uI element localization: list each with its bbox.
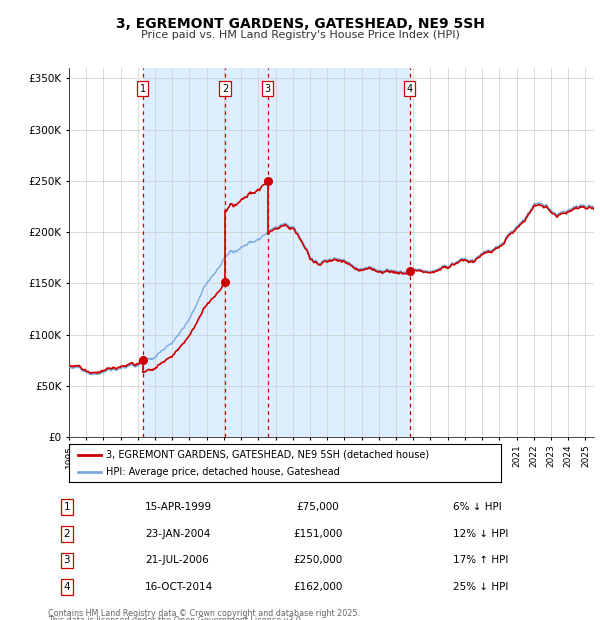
Text: £250,000: £250,000 [293, 556, 343, 565]
Text: 4: 4 [407, 84, 413, 94]
Text: 3: 3 [64, 556, 70, 565]
Text: 2: 2 [222, 84, 228, 94]
Text: Contains HM Land Registry data © Crown copyright and database right 2025.: Contains HM Land Registry data © Crown c… [48, 609, 360, 618]
Text: 12% ↓ HPI: 12% ↓ HPI [453, 529, 508, 539]
Text: 21-JUL-2006: 21-JUL-2006 [145, 556, 209, 565]
Text: £75,000: £75,000 [296, 502, 340, 512]
Text: 23-JAN-2004: 23-JAN-2004 [145, 529, 211, 539]
Text: 16-OCT-2014: 16-OCT-2014 [145, 582, 214, 592]
Text: 25% ↓ HPI: 25% ↓ HPI [453, 582, 508, 592]
Text: 2: 2 [64, 529, 70, 539]
Text: 15-APR-1999: 15-APR-1999 [145, 502, 212, 512]
Text: This data is licensed under the Open Government Licence v3.0.: This data is licensed under the Open Gov… [48, 616, 304, 620]
Text: 3, EGREMONT GARDENS, GATESHEAD, NE9 5SH: 3, EGREMONT GARDENS, GATESHEAD, NE9 5SH [116, 17, 484, 32]
Text: HPI: Average price, detached house, Gateshead: HPI: Average price, detached house, Gate… [106, 467, 340, 477]
Text: 3, EGREMONT GARDENS, GATESHEAD, NE9 5SH (detached house): 3, EGREMONT GARDENS, GATESHEAD, NE9 5SH … [106, 450, 429, 459]
Text: Price paid vs. HM Land Registry's House Price Index (HPI): Price paid vs. HM Land Registry's House … [140, 30, 460, 40]
Text: 6% ↓ HPI: 6% ↓ HPI [453, 502, 502, 512]
Text: 3: 3 [265, 84, 271, 94]
Text: £151,000: £151,000 [293, 529, 343, 539]
Text: 4: 4 [64, 582, 70, 592]
Text: 17% ↑ HPI: 17% ↑ HPI [453, 556, 508, 565]
Text: £162,000: £162,000 [293, 582, 343, 592]
Text: 1: 1 [64, 502, 70, 512]
Text: 1: 1 [140, 84, 146, 94]
Bar [143, 68, 410, 437]
